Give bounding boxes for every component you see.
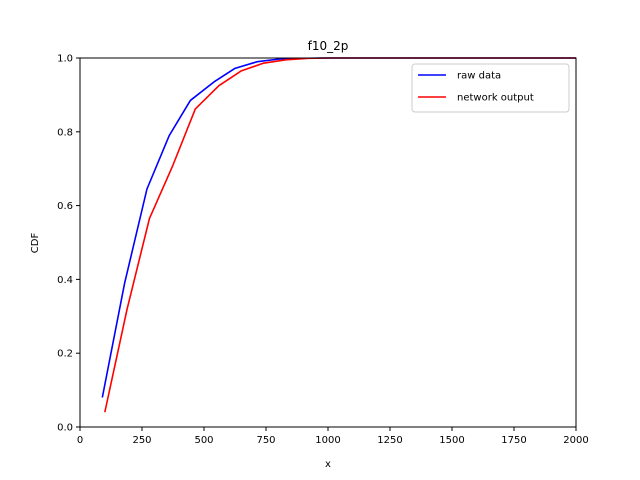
x-tick-label: 1500 [439, 435, 464, 446]
plot-frame [79, 57, 577, 428]
y-tick-label: 0.6 [57, 201, 73, 212]
y-tick-label: 0.2 [57, 349, 73, 360]
x-tick-label: 500 [194, 435, 213, 446]
legend-entry-label: network output [457, 93, 534, 104]
x-axis-label: x [325, 459, 331, 470]
legend: raw data network output [411, 63, 570, 113]
x-tick-label: 750 [256, 435, 275, 446]
y-tick-label: 0.8 [57, 127, 73, 138]
x-axis: 0 250 500 750 1000 1250 1500 1750 2000 [77, 427, 589, 446]
y-axis-label: CDF [30, 233, 41, 254]
x-tick-label: 250 [132, 435, 151, 446]
legend-box [411, 63, 570, 113]
legend-entry-label: raw data [457, 71, 501, 82]
x-tick-label: 0 [77, 435, 83, 446]
y-axis: 0.0 0.2 0.4 0.6 0.8 1.0 [57, 54, 80, 434]
chart-title: f10_2p [308, 39, 349, 53]
x-tick-label: 2000 [563, 435, 588, 446]
x-tick-label: 1000 [315, 435, 340, 446]
x-tick-label: 1750 [501, 435, 526, 446]
y-tick-label: 0.4 [57, 275, 73, 286]
y-tick-label: 0.0 [57, 423, 73, 434]
y-tick-label: 1.0 [57, 54, 73, 65]
x-tick-label: 1250 [377, 435, 402, 446]
